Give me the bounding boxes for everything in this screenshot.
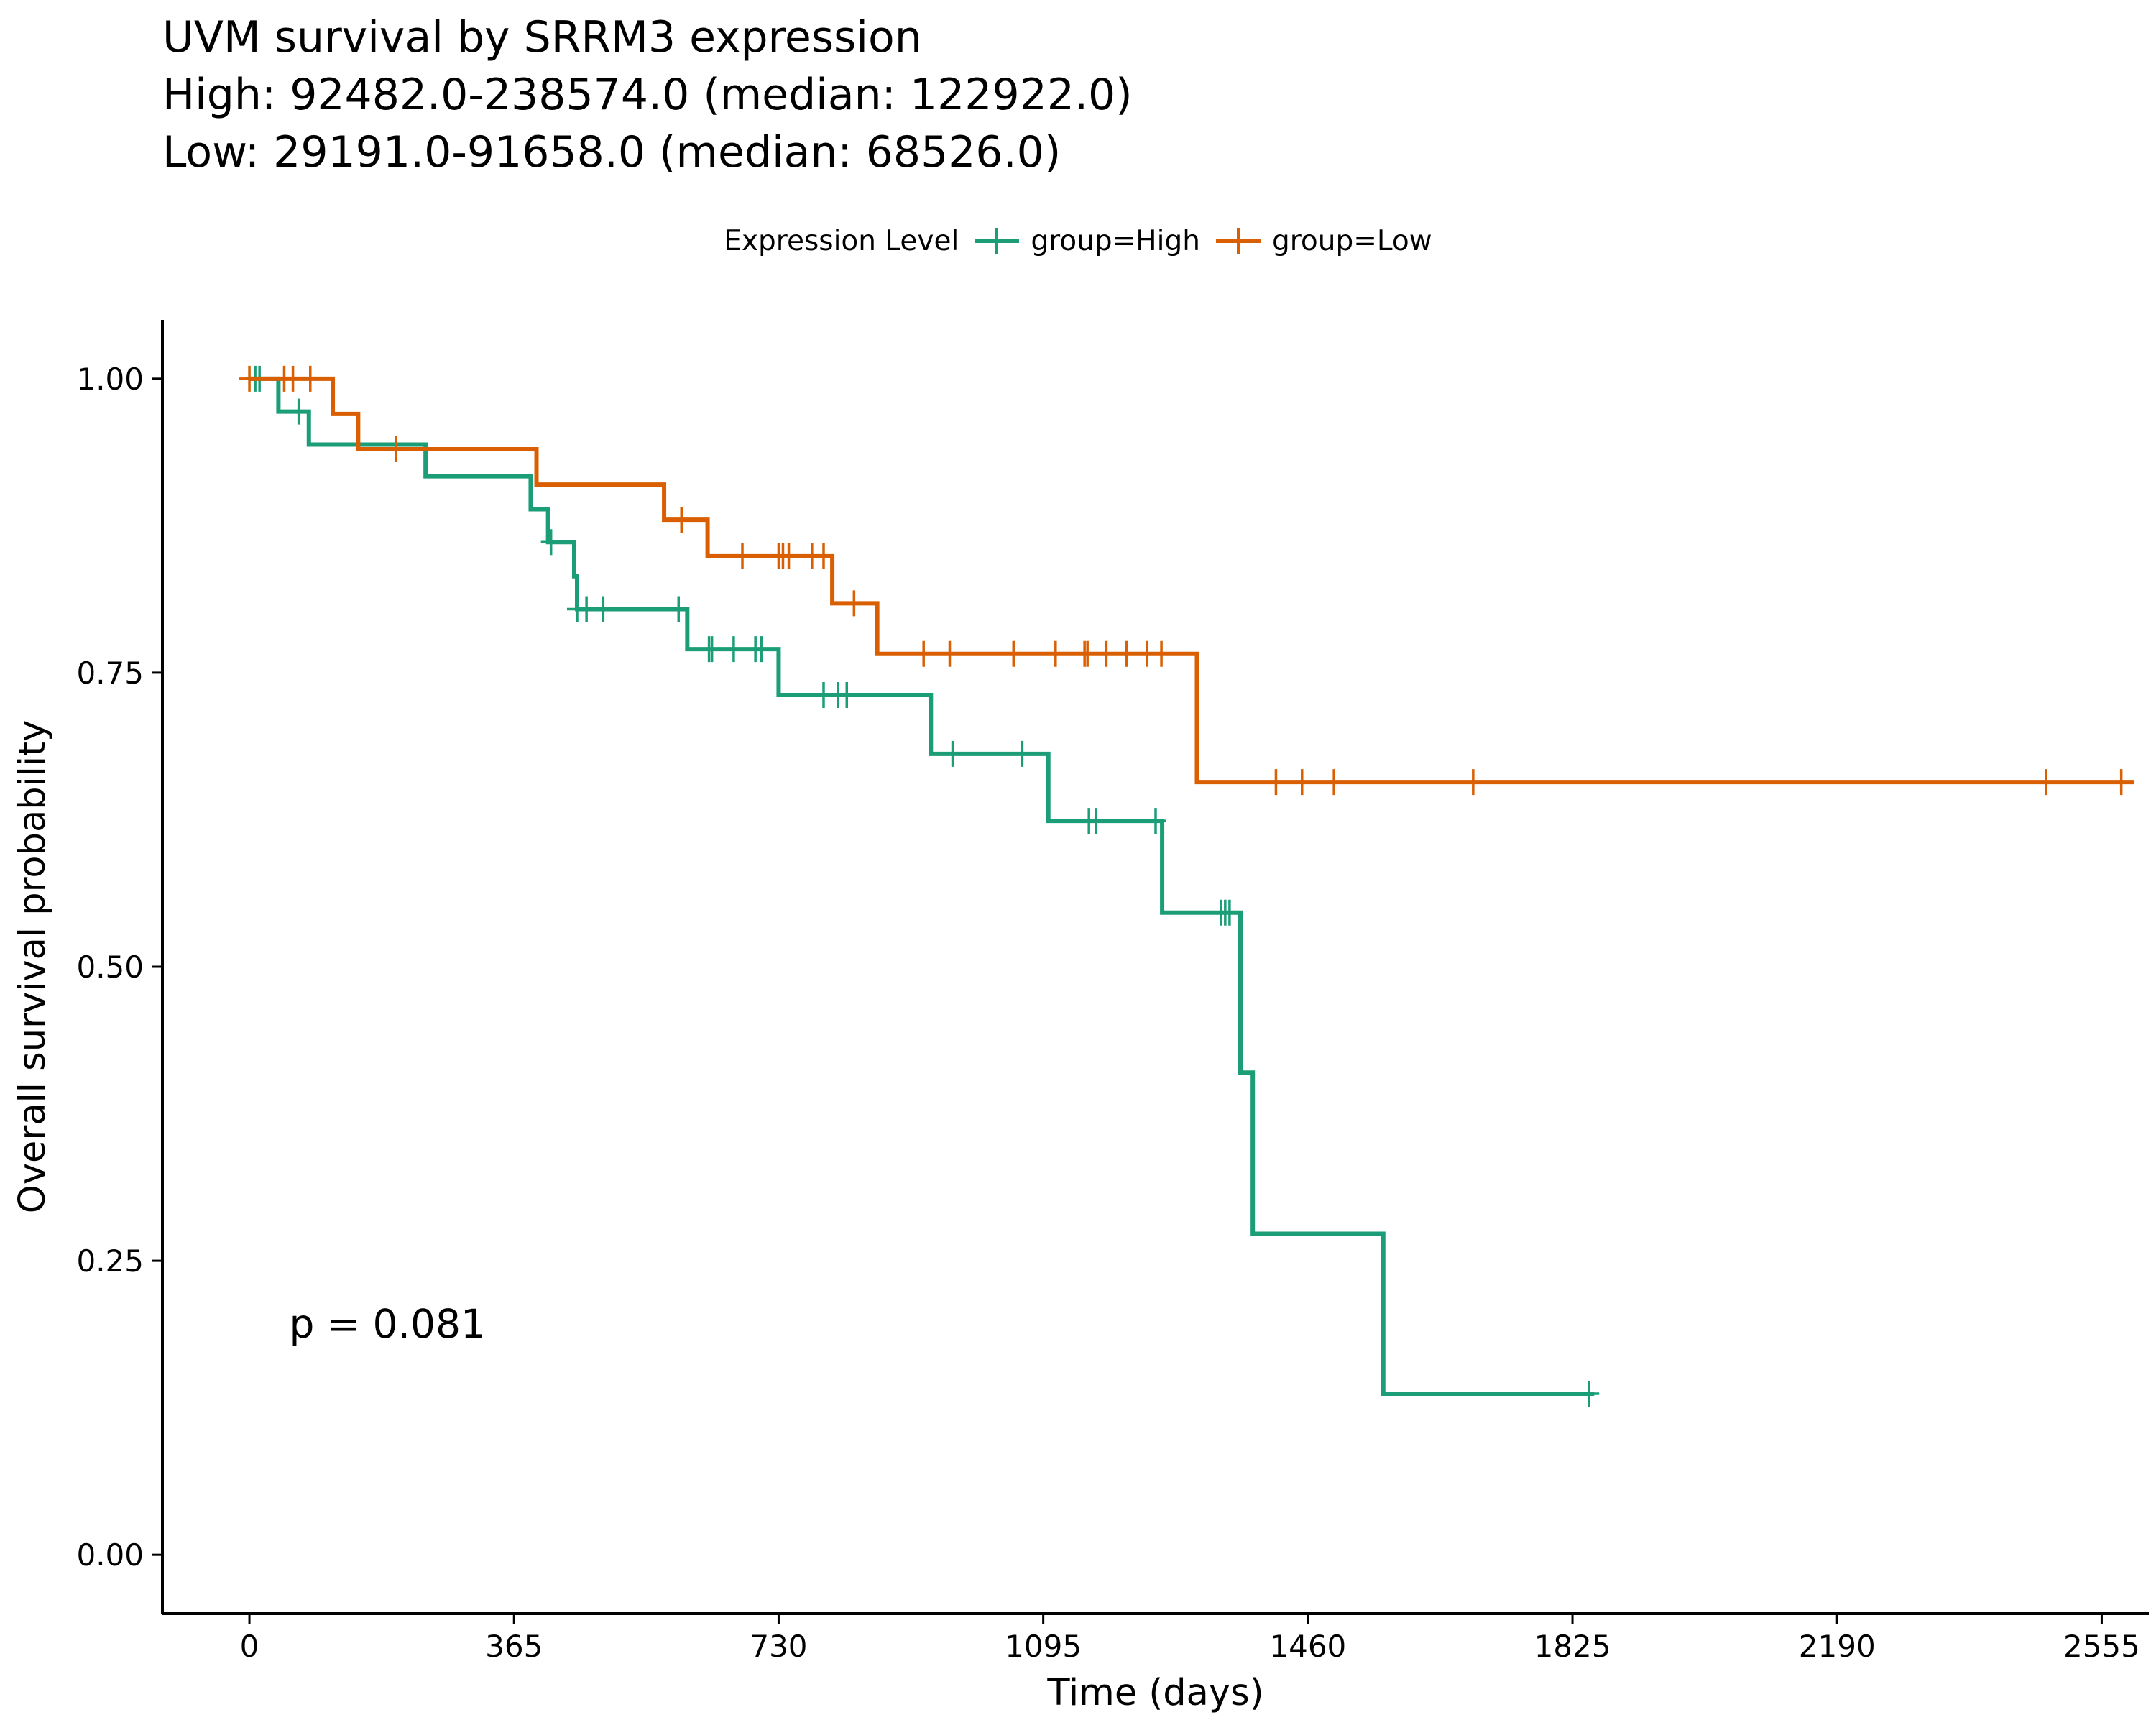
censor-mark-group-low bbox=[2035, 769, 2056, 796]
y-tick-label: 0.00 bbox=[76, 1537, 144, 1573]
censor-mark-group-low bbox=[1003, 640, 1024, 667]
censor-mark-group-high bbox=[593, 596, 614, 622]
censor-mark-group-high bbox=[1579, 1381, 1600, 1407]
censor-mark-group-high bbox=[751, 636, 772, 663]
censor-mark-group-low bbox=[1266, 769, 1286, 796]
survival-curves bbox=[239, 365, 2134, 1407]
censor-mark-group-high bbox=[668, 596, 689, 622]
x-tick-label: 0 bbox=[240, 1629, 259, 1664]
y-tick-label: 1.00 bbox=[76, 362, 144, 397]
censor-mark-group-high bbox=[837, 682, 857, 708]
legend-label-low: group=Low bbox=[1271, 224, 1432, 257]
censor-mark-group-low bbox=[1291, 769, 1312, 796]
x-tick-label: 2190 bbox=[1799, 1629, 1876, 1664]
censor-mark-group-low bbox=[1116, 640, 1137, 667]
chart-title: UVM survival by SRRM3 expression bbox=[162, 12, 922, 63]
censor-mark-group-low bbox=[844, 590, 865, 617]
censor-mark-group-high bbox=[942, 740, 963, 767]
censor-mark-group-low bbox=[300, 365, 321, 392]
censor-mark-group-low bbox=[1045, 640, 1066, 667]
censor-mark-group-low bbox=[1151, 640, 1172, 667]
legend-key-low bbox=[1215, 228, 1261, 254]
x-tick-label: 730 bbox=[750, 1629, 807, 1664]
x-tick-label: 365 bbox=[485, 1629, 543, 1664]
x-tick-label: 1460 bbox=[1269, 1629, 1346, 1664]
subtitle-low: Low: 29191.0-91658.0 (median: 68526.0) bbox=[162, 127, 1061, 178]
censor-mark-group-low bbox=[913, 640, 934, 667]
x-axis-title: Time (days) bbox=[1046, 1672, 1263, 1714]
legend-item-low: group=Low bbox=[1213, 216, 1432, 266]
legend-title: Expression Level bbox=[724, 224, 959, 257]
censor-mark-group-low bbox=[1462, 769, 1483, 796]
legend: Expression Level group=High group=Low bbox=[0, 216, 2156, 266]
censor-mark-group-high bbox=[1012, 740, 1033, 767]
title-block: UVM survival by SRRM3 expression High: 9… bbox=[162, 9, 1133, 181]
censor-mark-group-low bbox=[671, 507, 692, 533]
censor-mark-group-high bbox=[701, 636, 722, 663]
subtitle-high: High: 92482.0-238574.0 (median: 122922.0… bbox=[162, 70, 1133, 120]
censor-mark-group-low bbox=[239, 365, 260, 392]
curve-group-high bbox=[249, 376, 1595, 1396]
y-tick-label: 0.25 bbox=[76, 1243, 144, 1279]
censor-mark-group-high bbox=[1146, 808, 1166, 834]
p-value-annotation: p = 0.081 bbox=[290, 1301, 486, 1347]
y-tick-label: 0.50 bbox=[76, 949, 144, 985]
censor-mark-group-high bbox=[1219, 899, 1240, 926]
censor-mark-group-high bbox=[1086, 808, 1107, 834]
x-tick-label: 2555 bbox=[2063, 1629, 2140, 1664]
legend-label-high: group=High bbox=[1031, 224, 1200, 257]
x-tick-label: 1825 bbox=[1534, 1629, 1611, 1664]
censor-mark-group-low bbox=[732, 543, 753, 569]
x-tick-label: 1095 bbox=[1005, 1629, 1082, 1664]
censor-mark-group-low bbox=[813, 543, 834, 569]
censor-mark-group-low bbox=[385, 436, 406, 462]
censor-mark-group-low bbox=[939, 640, 960, 667]
curve-group-low bbox=[249, 376, 2134, 785]
censor-mark-group-high bbox=[288, 398, 309, 425]
censor-mark-group-low bbox=[1077, 640, 1098, 667]
censor-mark-group-low bbox=[1324, 769, 1345, 796]
y-tick-label: 0.75 bbox=[76, 656, 144, 691]
censor-mark-group-low bbox=[2111, 769, 2132, 796]
censor-mark-group-high bbox=[723, 636, 744, 663]
censor-mark-group-low bbox=[778, 543, 799, 569]
legend-key-high bbox=[975, 228, 1020, 254]
censor-mark-group-low bbox=[282, 365, 303, 392]
axes: 0 365 730 1095 1460 1825 2190 2555 0.00 0.25 0.50 0… bbox=[76, 320, 2149, 1664]
censor-mark-group-low bbox=[1096, 640, 1117, 667]
y-axis-title: Overall survival probability bbox=[11, 720, 54, 1214]
legend-item-high: group=High bbox=[972, 216, 1200, 266]
censor-mark-group-high bbox=[540, 529, 561, 556]
